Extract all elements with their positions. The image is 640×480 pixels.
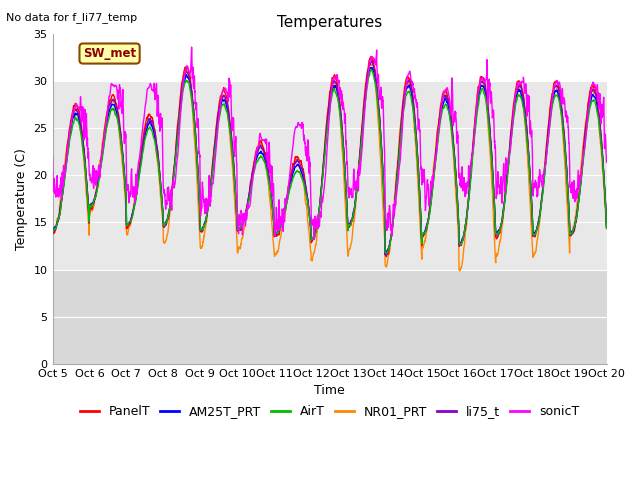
Bar — [52, 81, 607, 269]
Legend: PanelT, AM25T_PRT, AirT, NR01_PRT, li75_t, sonicT: PanelT, AM25T_PRT, AirT, NR01_PRT, li75_… — [75, 400, 584, 423]
Text: No data for f_li77_temp: No data for f_li77_temp — [6, 12, 138, 23]
Bar — [52, 269, 607, 364]
Y-axis label: Temperature (C): Temperature (C) — [15, 148, 28, 250]
X-axis label: Time: Time — [314, 384, 345, 397]
Text: SW_met: SW_met — [83, 47, 136, 60]
Title: Temperatures: Temperatures — [277, 15, 382, 30]
